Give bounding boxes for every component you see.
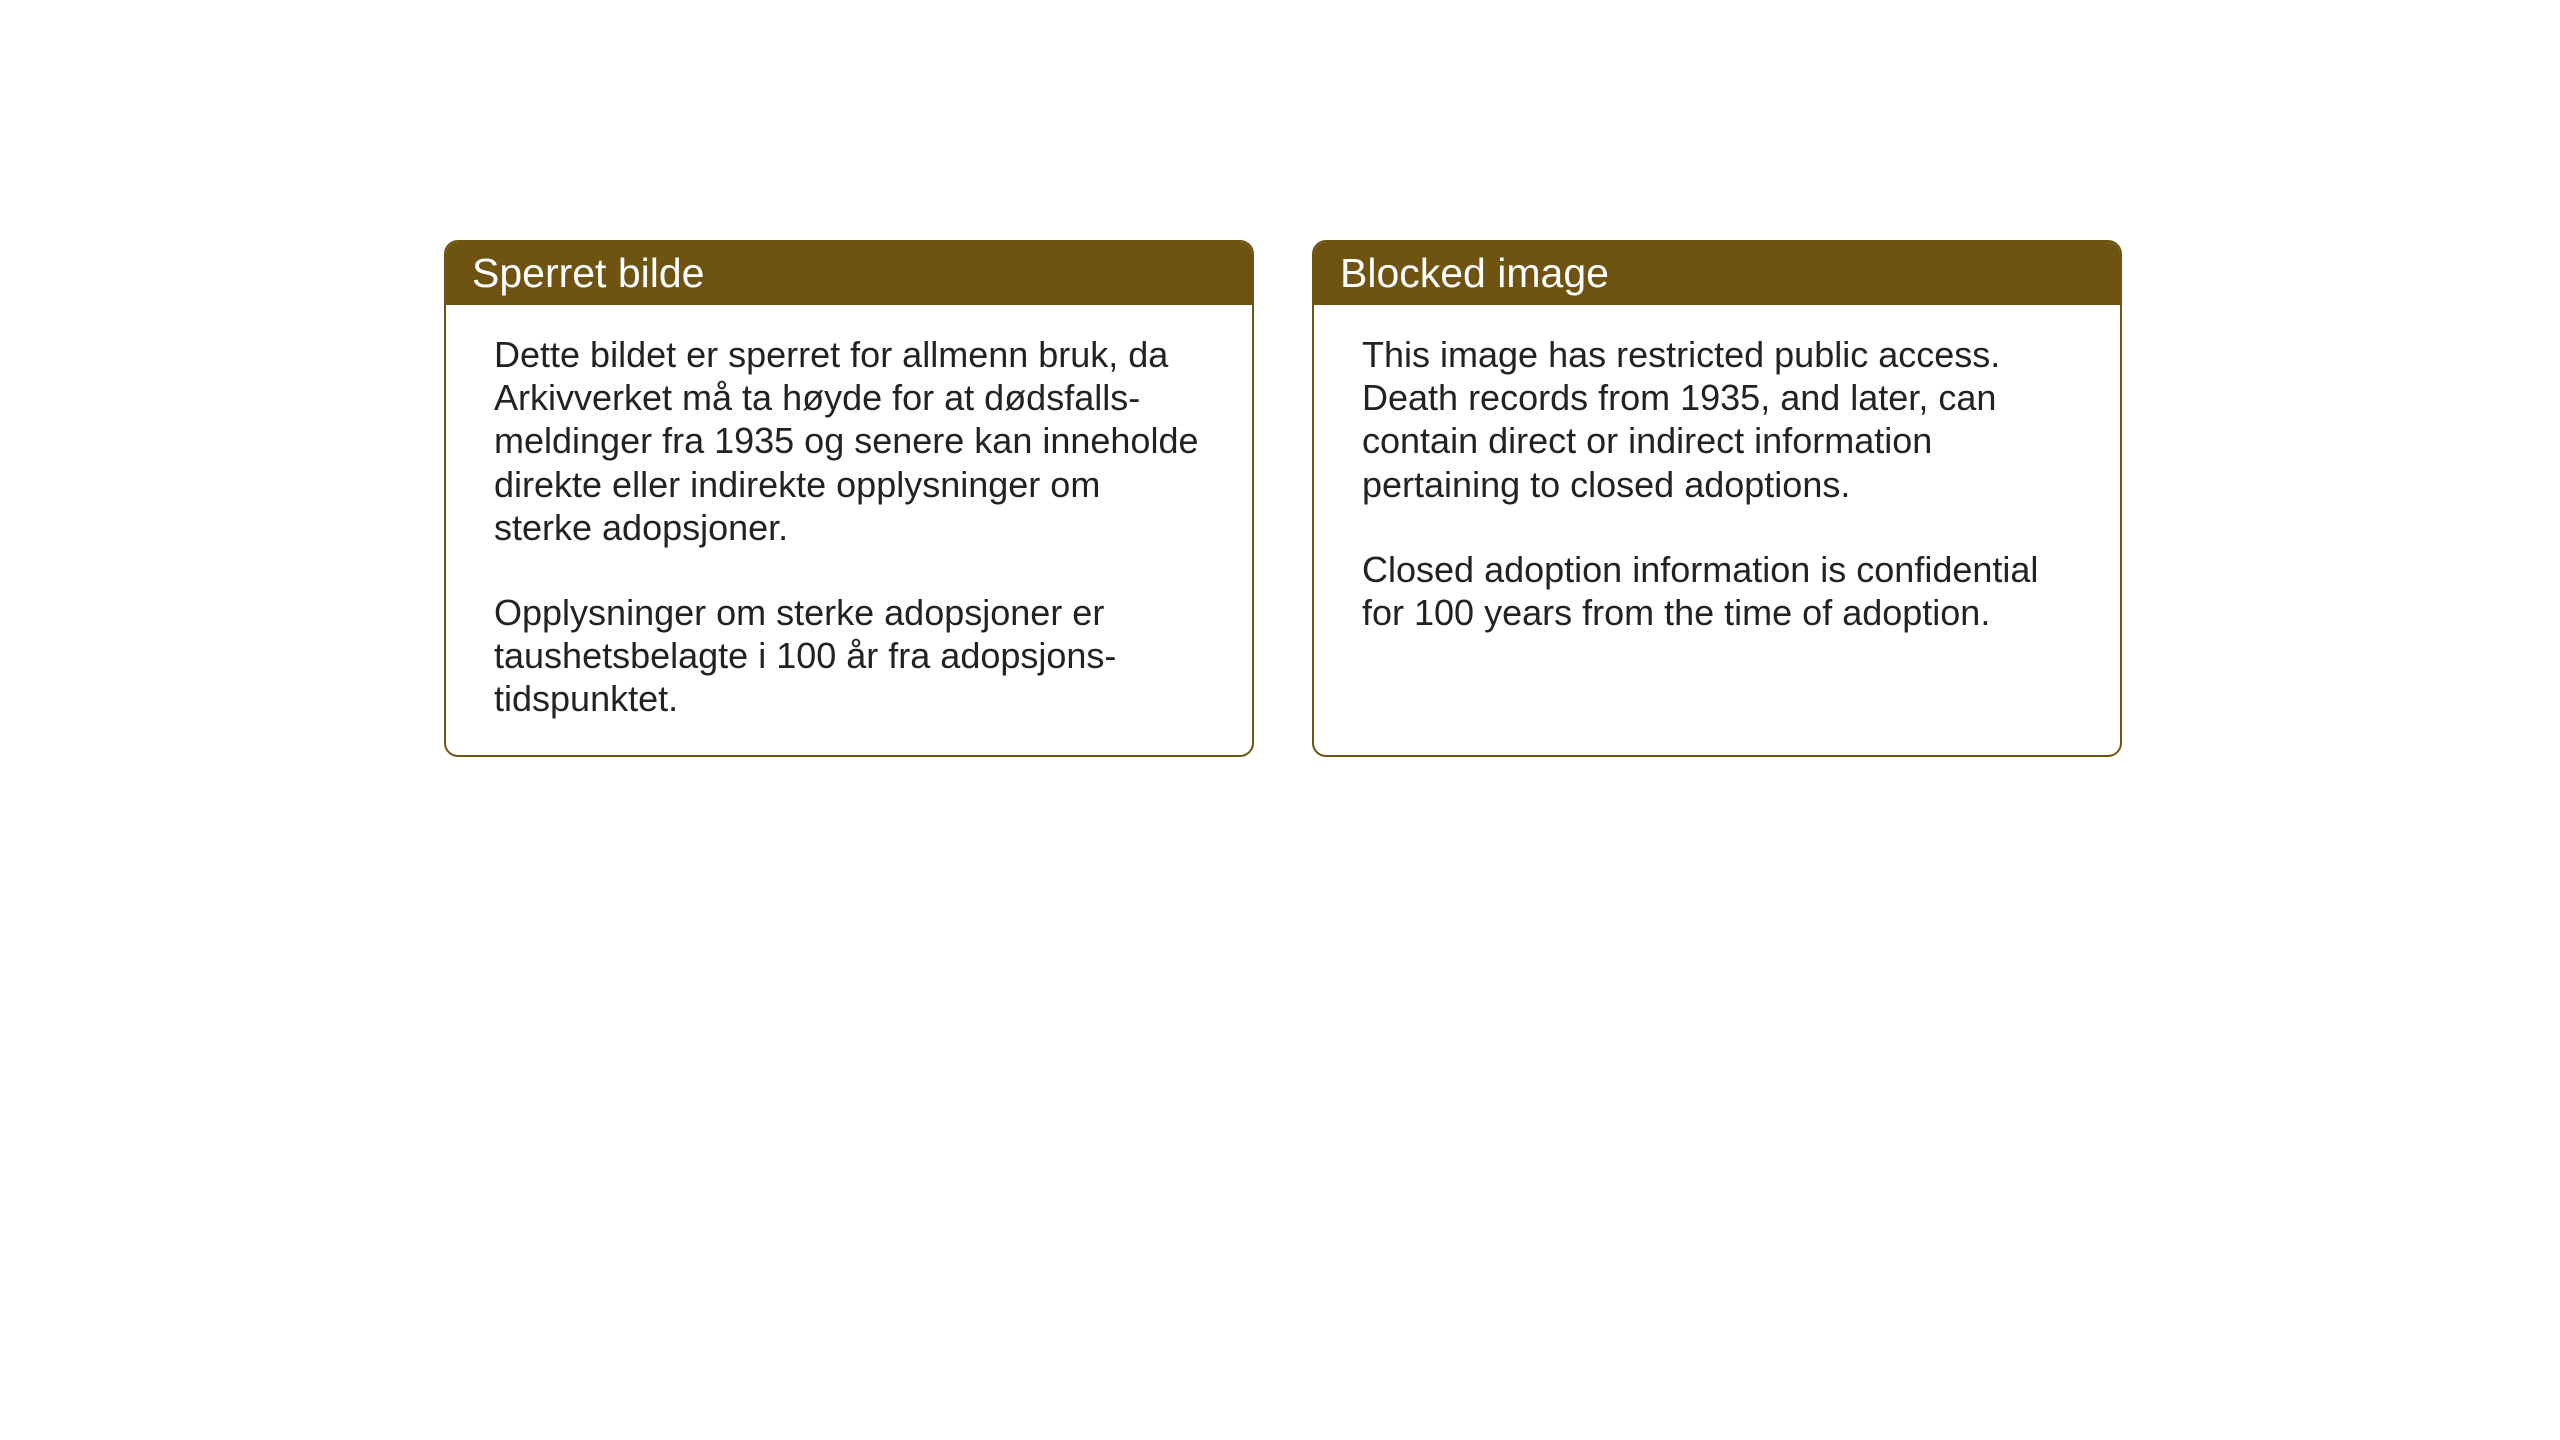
norwegian-paragraph-1: Dette bildet er sperret for allmenn bruk… bbox=[494, 333, 1204, 549]
norwegian-card: Sperret bilde Dette bildet er sperret fo… bbox=[444, 240, 1254, 757]
norwegian-paragraph-2: Opplysninger om sterke adopsjoner er tau… bbox=[494, 591, 1204, 721]
norwegian-card-body: Dette bildet er sperret for allmenn bruk… bbox=[446, 305, 1252, 755]
cards-container: Sperret bilde Dette bildet er sperret fo… bbox=[444, 240, 2122, 757]
norwegian-card-title: Sperret bilde bbox=[446, 242, 1252, 305]
english-card-body: This image has restricted public access.… bbox=[1314, 305, 2120, 695]
english-card: Blocked image This image has restricted … bbox=[1312, 240, 2122, 757]
english-card-title: Blocked image bbox=[1314, 242, 2120, 305]
english-paragraph-1: This image has restricted public access.… bbox=[1362, 333, 2072, 506]
english-paragraph-2: Closed adoption information is confident… bbox=[1362, 548, 2072, 634]
